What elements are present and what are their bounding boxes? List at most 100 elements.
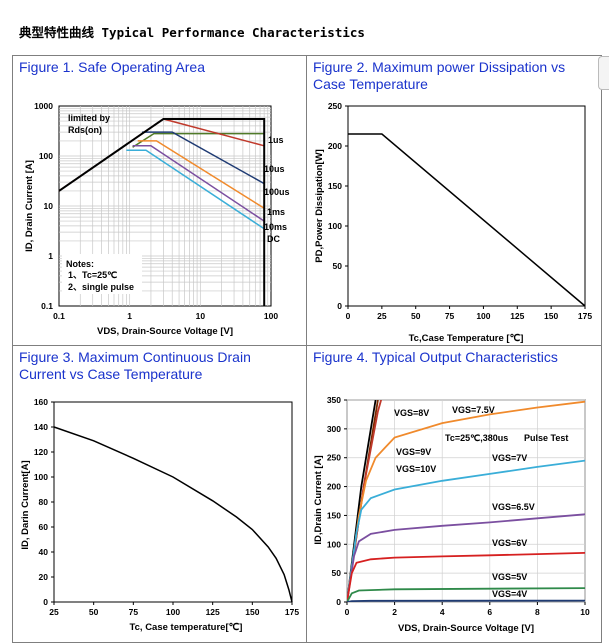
x-tick-label: 4: [440, 607, 445, 617]
x-tick-label: 75: [445, 311, 455, 321]
x-tick-label: 100: [166, 607, 180, 617]
soa-label: DC: [267, 234, 280, 244]
x-tick-label: 100: [476, 311, 490, 321]
y-tick-label: 10: [44, 201, 54, 211]
x-tick-label: 75: [129, 607, 139, 617]
soa-label: 10us: [264, 164, 285, 174]
x-tick-label: 1: [127, 311, 132, 321]
y-axis-label: ID, Darin Current[A]: [20, 460, 31, 549]
output-series-label: VGS=8V: [394, 408, 429, 418]
y-tick-label: 1: [48, 251, 53, 261]
power-dissipation-line: [348, 133, 586, 307]
soa-series-1ms: [137, 140, 265, 209]
x-tick-label: 6: [487, 607, 492, 617]
y-tick-label: 60: [39, 522, 49, 532]
x-axis-label: Tc,Case Temperature [℃]: [409, 333, 524, 344]
soa-label: 1us: [268, 135, 284, 145]
y-tick-label: 120: [34, 447, 48, 457]
x-tick-label: 0: [345, 607, 350, 617]
x-tick-label: 25: [377, 311, 387, 321]
y-tick-label: 80: [39, 497, 49, 507]
x-tick-label: 50: [411, 311, 421, 321]
y-tick-label: 200: [328, 141, 342, 151]
drain-current-line: [53, 426, 293, 603]
y-tick-label: 20: [39, 572, 49, 582]
x-tick-label: 50: [89, 607, 99, 617]
y-tick-label: 350: [327, 395, 341, 405]
note-item: 2、single pulse: [68, 282, 134, 292]
x-axis-label: Tc, Case temperature[℃]: [130, 622, 243, 633]
output-series-label: VGS=9V: [396, 447, 431, 457]
output-series-label: VGS=10V: [396, 464, 436, 474]
x-tick-label: 150: [245, 607, 259, 617]
notes-box: [62, 254, 142, 294]
output-series-label: VGS=5V: [492, 572, 527, 582]
y-tick-label: 150: [328, 181, 342, 191]
output-curve-vgs-7v: [347, 459, 585, 602]
y-axis-label: ID,Drain Current [A]: [313, 455, 324, 544]
y-tick-label: 160: [34, 397, 48, 407]
x-tick-label: 175: [285, 607, 299, 617]
output-curve-vgs-7-5v: [347, 400, 585, 602]
figure-1-title: Figure 1. Safe Operating Area: [19, 59, 205, 75]
y-tick-label: 140: [34, 422, 48, 432]
soa-label: 10ms: [264, 222, 287, 232]
x-axis-label: VDS, Drain-Source Voltage [V]: [398, 623, 534, 634]
soa-series-10ms: [132, 145, 265, 222]
y-tick-label: 250: [328, 101, 342, 111]
y-tick-label: 0.1: [41, 301, 53, 311]
y-tick-label: 50: [332, 568, 342, 578]
x-tick-label: 125: [510, 311, 524, 321]
y-tick-label: 0: [43, 597, 48, 607]
note-item: 1、Tc=25℃: [68, 270, 117, 280]
x-tick-label: 10: [196, 311, 206, 321]
soa-label: 100us: [264, 187, 290, 197]
y-axis-label: PD,Power Dissipation[W]: [314, 149, 325, 262]
pulse-test-label: Pulse Test: [524, 433, 568, 443]
x-axis-label: VDS, Drain-Source Voltage [V]: [97, 326, 233, 337]
x-tick-label: 125: [206, 607, 220, 617]
soa-label: 1ms: [267, 207, 285, 217]
plot-area-3: [53, 401, 293, 603]
y-axis-label: ID, Drain Current [A]: [24, 160, 35, 252]
output-curve-vgs-6v: [347, 552, 585, 602]
output-series-label: VGS=7V: [492, 453, 527, 463]
output-curve-vgs-5v: [347, 587, 585, 602]
output-series-label: VGS=6.5V: [492, 502, 535, 512]
x-tick-label: 150: [544, 311, 558, 321]
figure-4-title: Figure 4. Typical Output Characteristics: [313, 349, 558, 365]
rdson-limit-label: limited by: [68, 113, 110, 123]
y-tick-label: 200: [327, 482, 341, 492]
output-curve-vgs-4v: [347, 599, 585, 602]
output-series-label: VGS=7.5V: [452, 405, 495, 415]
figure-2-title: Figure 2. Maximum power Dissipation vs C…: [313, 59, 566, 92]
x-tick-label: 100: [264, 311, 278, 321]
soa-series-soa-boundary: [58, 118, 266, 306]
x-tick-label: 8: [535, 607, 540, 617]
x-tick-label: 0: [346, 311, 351, 321]
x-tick-label: 2: [392, 607, 397, 617]
y-tick-label: 100: [328, 221, 342, 231]
output-curve-vgs-6-5v: [347, 513, 585, 602]
y-tick-label: 250: [327, 453, 341, 463]
y-tick-label: 50: [333, 261, 343, 271]
x-tick-label: 175: [578, 311, 592, 321]
x-tick-label: 25: [49, 607, 59, 617]
test-condition-label: Tc=25℃,380us: [445, 433, 508, 443]
y-tick-label: 0: [336, 597, 341, 607]
plot-area-4: [346, 399, 586, 603]
output-series-label: VGS=6V: [492, 538, 527, 548]
x-tick-label: 10: [580, 607, 590, 617]
y-tick-label: 1000: [34, 101, 53, 111]
page-title: 典型特性曲线 Typical Performance Characteristi…: [19, 25, 365, 40]
y-tick-label: 40: [39, 547, 49, 557]
soa-series-dc: [126, 149, 265, 230]
y-tick-label: 100: [34, 472, 48, 482]
y-tick-label: 150: [327, 510, 341, 520]
y-tick-label: 100: [327, 539, 341, 549]
y-tick-label: 0: [337, 301, 342, 311]
soa-series-100us: [142, 131, 265, 185]
notes-heading: Notes:: [66, 259, 94, 269]
y-tick-label: 100: [39, 151, 53, 161]
